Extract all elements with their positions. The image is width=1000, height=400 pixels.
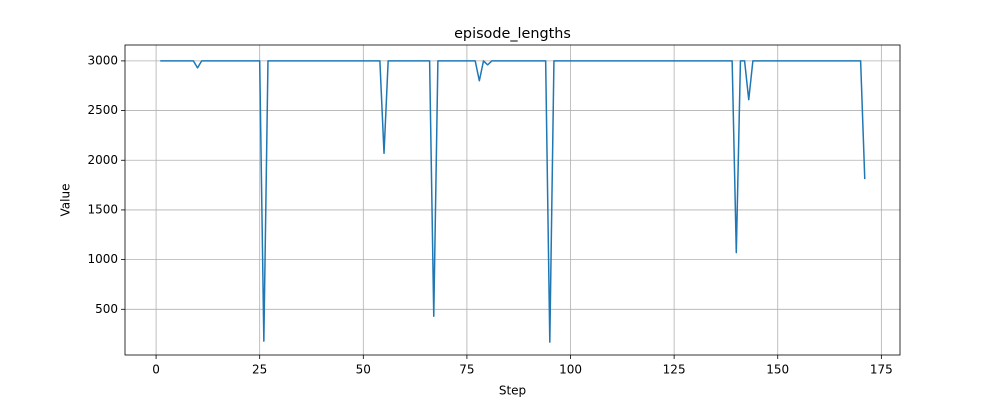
chart-title: episode_lengths [454, 26, 571, 42]
x-axis-label: Step [499, 384, 526, 398]
x-tick-label: 175 [870, 363, 893, 377]
y-tick-label: 3000 [87, 53, 118, 67]
plot-frame [124, 44, 901, 356]
x-tick-label: 150 [766, 363, 789, 377]
data-line [160, 60, 866, 343]
x-tick-label: 100 [559, 363, 582, 377]
x-tick-label: 75 [459, 363, 474, 377]
x-tick-label: 50 [356, 363, 371, 377]
y-tick-label: 500 [95, 302, 118, 316]
x-tick-label: 0 [152, 363, 160, 377]
y-axis-label: Value [59, 184, 73, 217]
x-tick-label: 25 [252, 363, 267, 377]
y-tick-label: 1500 [87, 202, 118, 216]
y-tick-label: 1000 [87, 252, 118, 266]
y-tick-label: 2000 [87, 153, 118, 167]
x-tick-label: 125 [663, 363, 686, 377]
y-tick-label: 2500 [87, 103, 118, 117]
